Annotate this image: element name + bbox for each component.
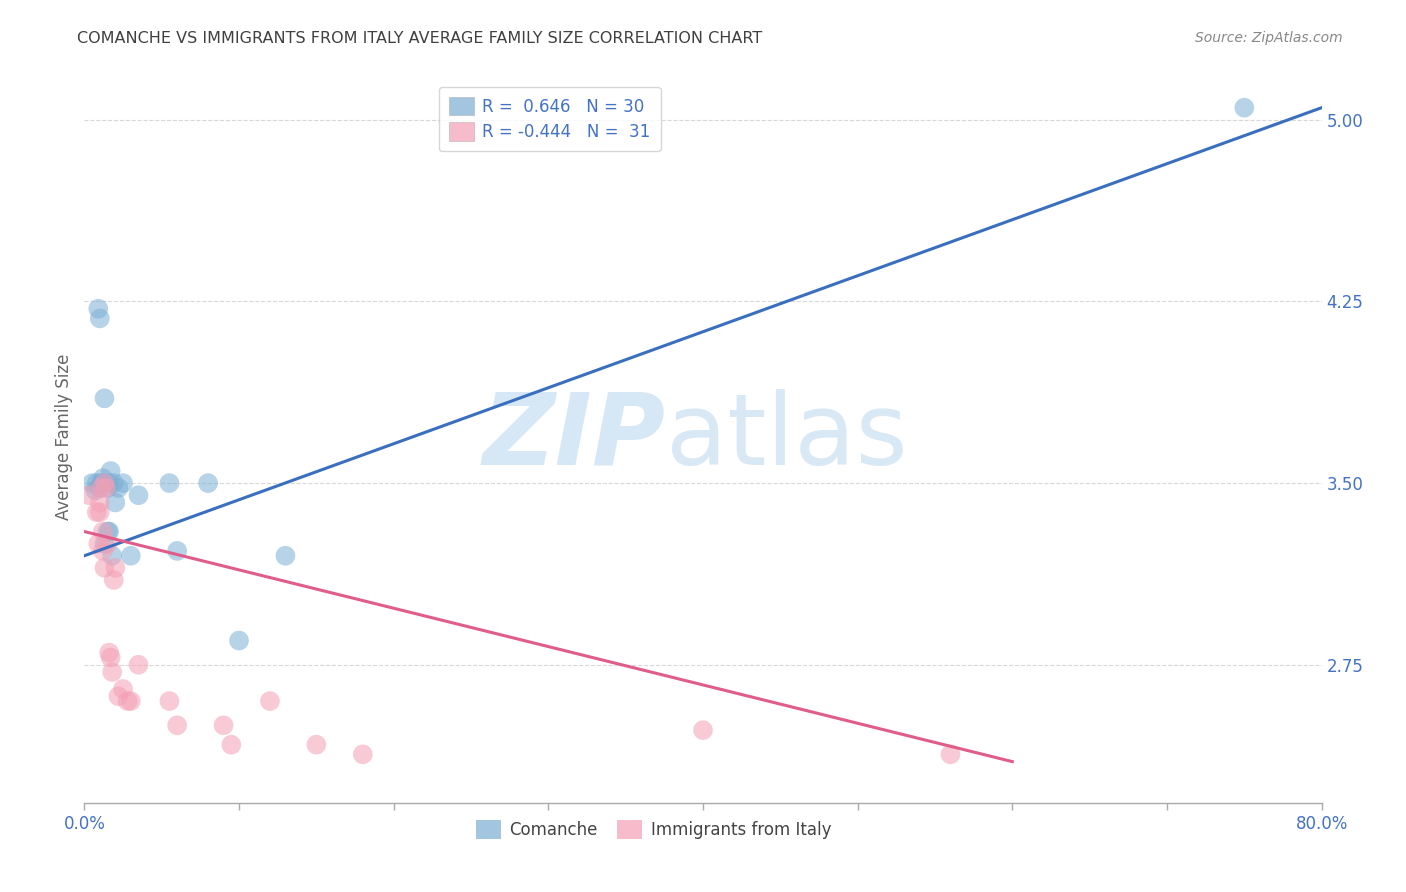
Point bbox=[91, 476, 114, 491]
Point bbox=[104, 495, 127, 509]
Point bbox=[98, 476, 121, 491]
Point bbox=[94, 476, 117, 491]
Text: ZIP: ZIP bbox=[482, 389, 666, 485]
Point bbox=[166, 718, 188, 732]
Point bbox=[96, 481, 118, 495]
Point bbox=[98, 524, 121, 539]
Point bbox=[692, 723, 714, 738]
Text: atlas: atlas bbox=[666, 389, 907, 485]
Point bbox=[219, 738, 242, 752]
Point bbox=[84, 483, 107, 498]
Point bbox=[305, 738, 328, 752]
Point bbox=[212, 718, 235, 732]
Point bbox=[86, 476, 108, 491]
Point bbox=[127, 657, 149, 672]
Point bbox=[96, 524, 118, 539]
Point bbox=[939, 747, 962, 762]
Point bbox=[89, 481, 111, 495]
Point bbox=[112, 476, 135, 491]
Point bbox=[259, 694, 281, 708]
Point bbox=[93, 561, 115, 575]
Point bbox=[352, 747, 374, 762]
Point bbox=[120, 694, 142, 708]
Point bbox=[93, 392, 115, 406]
Point bbox=[91, 471, 114, 485]
Point bbox=[77, 488, 100, 502]
Point bbox=[159, 476, 180, 491]
Point bbox=[112, 681, 135, 696]
Point bbox=[274, 549, 297, 563]
Point bbox=[89, 495, 111, 509]
Point bbox=[82, 476, 104, 491]
Point bbox=[197, 476, 219, 491]
Point bbox=[96, 536, 118, 550]
Point bbox=[94, 481, 117, 495]
Text: COMANCHE VS IMMIGRANTS FROM ITALY AVERAGE FAMILY SIZE CORRELATION CHART: COMANCHE VS IMMIGRANTS FROM ITALY AVERAG… bbox=[77, 31, 762, 46]
Point bbox=[159, 694, 180, 708]
Point bbox=[87, 536, 110, 550]
Point bbox=[103, 476, 125, 491]
Point bbox=[107, 481, 129, 495]
Text: Source: ZipAtlas.com: Source: ZipAtlas.com bbox=[1195, 31, 1343, 45]
Point bbox=[89, 505, 111, 519]
Point bbox=[120, 549, 142, 563]
Point bbox=[228, 633, 250, 648]
Point bbox=[90, 481, 112, 495]
Point bbox=[98, 646, 121, 660]
Legend: Comanche, Immigrants from Italy: Comanche, Immigrants from Italy bbox=[470, 814, 838, 846]
Point bbox=[100, 464, 122, 478]
Point bbox=[91, 524, 114, 539]
Point bbox=[90, 476, 112, 491]
Point bbox=[1233, 101, 1256, 115]
Point bbox=[93, 476, 115, 491]
Point bbox=[91, 544, 114, 558]
Point bbox=[86, 505, 108, 519]
Point bbox=[93, 536, 115, 550]
Point bbox=[127, 488, 149, 502]
Point bbox=[117, 694, 139, 708]
Point bbox=[100, 650, 122, 665]
Point bbox=[101, 549, 124, 563]
Point bbox=[104, 561, 127, 575]
Point bbox=[166, 544, 188, 558]
Point bbox=[89, 311, 111, 326]
Point bbox=[107, 690, 129, 704]
Point bbox=[87, 301, 110, 316]
Point bbox=[101, 665, 124, 679]
Y-axis label: Average Family Size: Average Family Size bbox=[55, 354, 73, 520]
Point bbox=[103, 573, 125, 587]
